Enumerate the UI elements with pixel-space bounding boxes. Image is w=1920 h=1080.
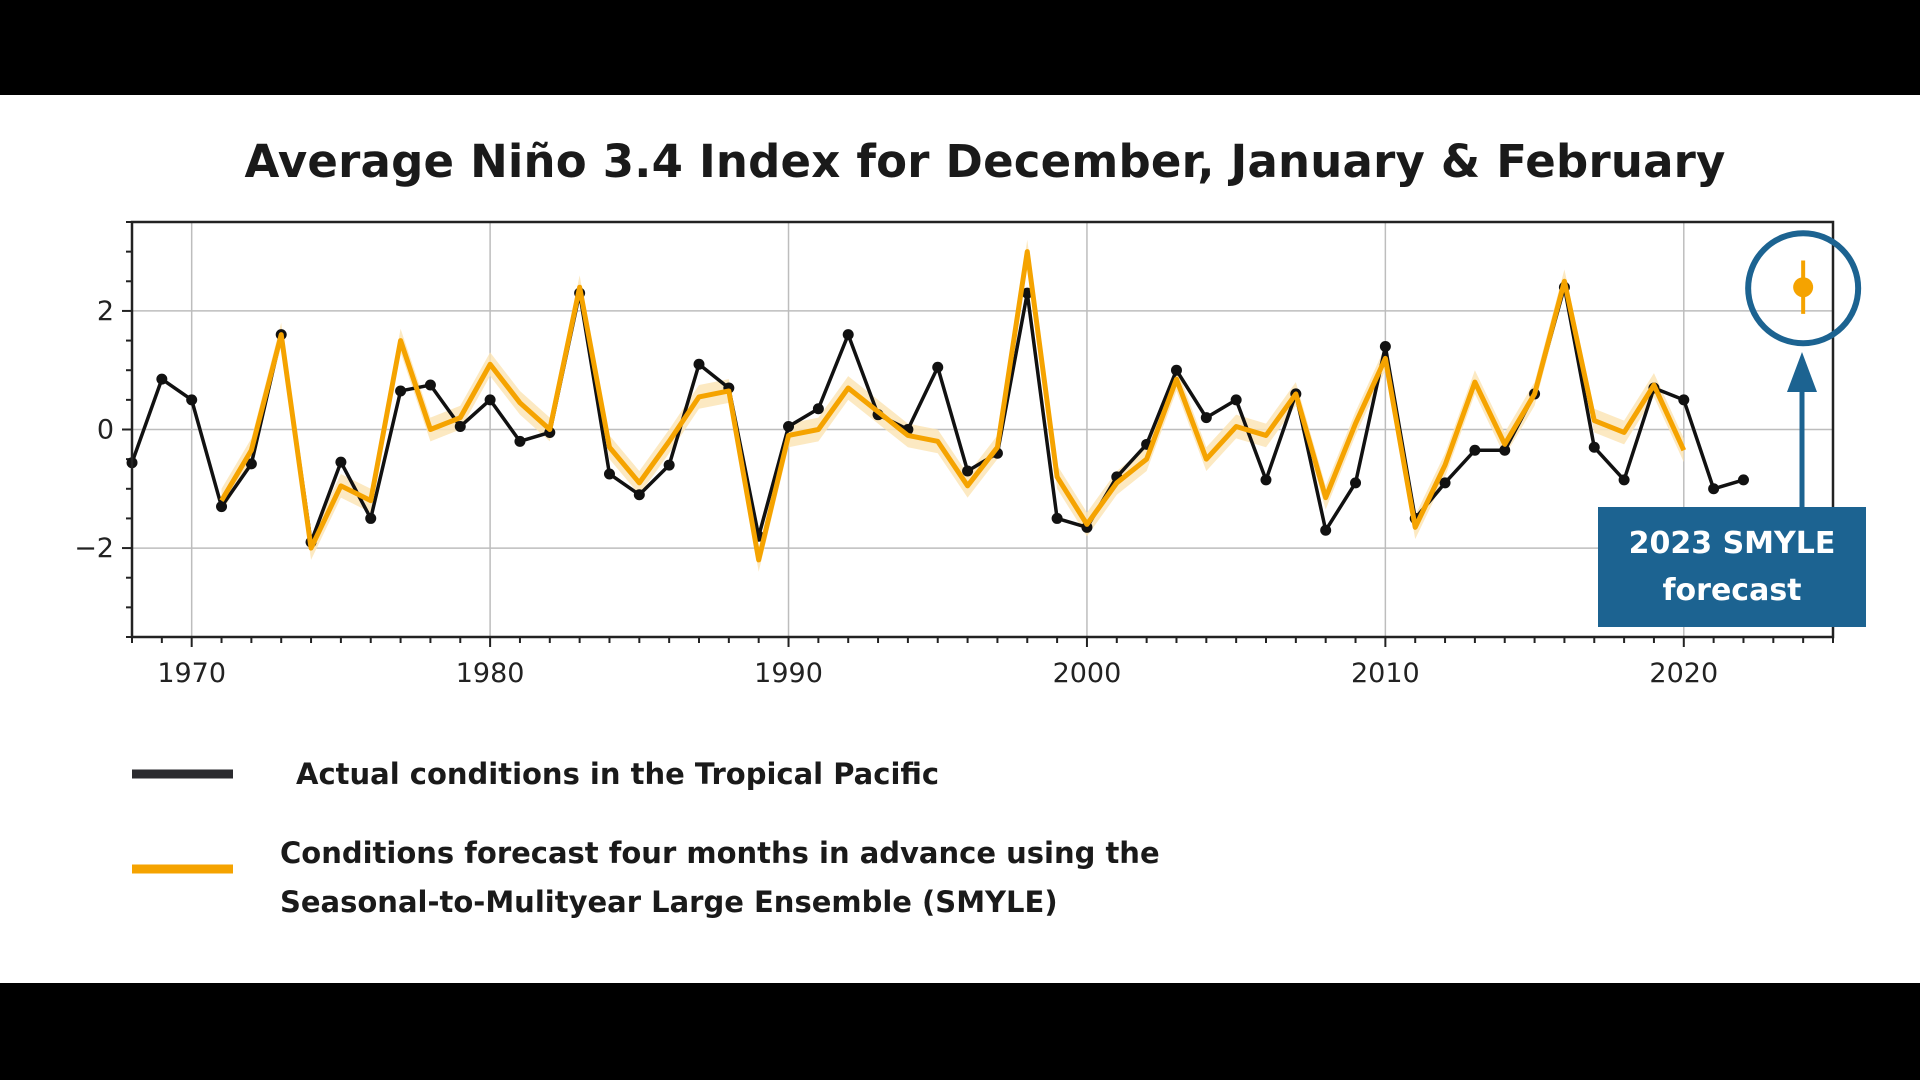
x-tick-label: 2010	[1351, 658, 1420, 689]
callout-arrow-head-icon	[1787, 352, 1817, 392]
x-tick-label: 1990	[754, 658, 823, 689]
actual-data-point	[1260, 474, 1272, 486]
callout-line2: forecast	[1662, 573, 1802, 608]
legend-forecast-label-line1: Conditions forecast four months in advan…	[280, 836, 1160, 870]
actual-data-point	[1499, 444, 1511, 456]
actual-data-point	[1200, 412, 1212, 424]
legend-forecast-label-line2: Seasonal-to-Mulityear Large Ensemble (SM…	[280, 885, 1058, 919]
actual-data-point	[962, 465, 974, 477]
actual-data-point	[1618, 474, 1630, 486]
x-tick-label: 1980	[456, 658, 525, 689]
forecast-series-line	[219, 249, 1687, 563]
actual-data-point	[1320, 524, 1332, 536]
actual-data-point	[603, 468, 615, 480]
actual-data-point	[633, 489, 645, 501]
actual-data-point	[395, 385, 407, 397]
y-tick-label: 2	[97, 296, 114, 327]
actual-data-point	[663, 459, 675, 471]
forecast-highlight-circle	[1745, 230, 1862, 347]
actual-data-point	[1170, 364, 1182, 376]
actual-data-point	[1469, 444, 1481, 456]
forecast-2023-point	[1793, 277, 1814, 298]
actual-data-point	[1051, 512, 1063, 524]
x-tick-label: 1970	[157, 658, 226, 689]
callout-line1: 2023 SMYLE	[1628, 526, 1836, 561]
x-tick-label: 2000	[1053, 658, 1122, 689]
actual-data-point	[514, 435, 526, 447]
actual-data-point	[1588, 441, 1600, 453]
actual-data-point	[1708, 483, 1720, 495]
actual-data-point	[156, 373, 168, 385]
x-tick-label: 2020	[1649, 658, 1718, 689]
actual-data-point	[365, 512, 377, 524]
legend-actual-label: Actual conditions in the Tropical Pacifi…	[296, 757, 940, 791]
chart-title: Average Niño 3.4 Index for December, Jan…	[244, 135, 1726, 188]
actual-data-point	[245, 458, 257, 470]
actual-data-point	[1350, 477, 1362, 489]
plot-frame	[130, 220, 1835, 639]
actual-data-point	[932, 361, 944, 373]
actual-data-point	[454, 421, 466, 433]
actual-data-point	[424, 379, 436, 391]
actual-data-point	[693, 358, 705, 370]
y-tick-label: 0	[97, 415, 114, 446]
actual-data-point	[1439, 477, 1451, 489]
actual-data-point	[1379, 341, 1391, 352]
actual-data-point	[216, 501, 228, 513]
actual-data-point	[1678, 394, 1690, 406]
actual-data-point	[1230, 394, 1242, 406]
actual-data-point	[812, 403, 824, 415]
actual-data-point	[783, 421, 795, 433]
y-tick-label: −2	[74, 533, 114, 564]
actual-data-point	[842, 329, 854, 341]
actual-data-point	[186, 394, 198, 406]
actual-data-point	[1737, 474, 1749, 486]
actual-series-line	[130, 285, 1744, 544]
actual-data-point	[484, 394, 496, 406]
forecast-callout-box: 2023 SMYLE forecast	[1598, 507, 1866, 627]
actual-data-point	[335, 456, 347, 468]
